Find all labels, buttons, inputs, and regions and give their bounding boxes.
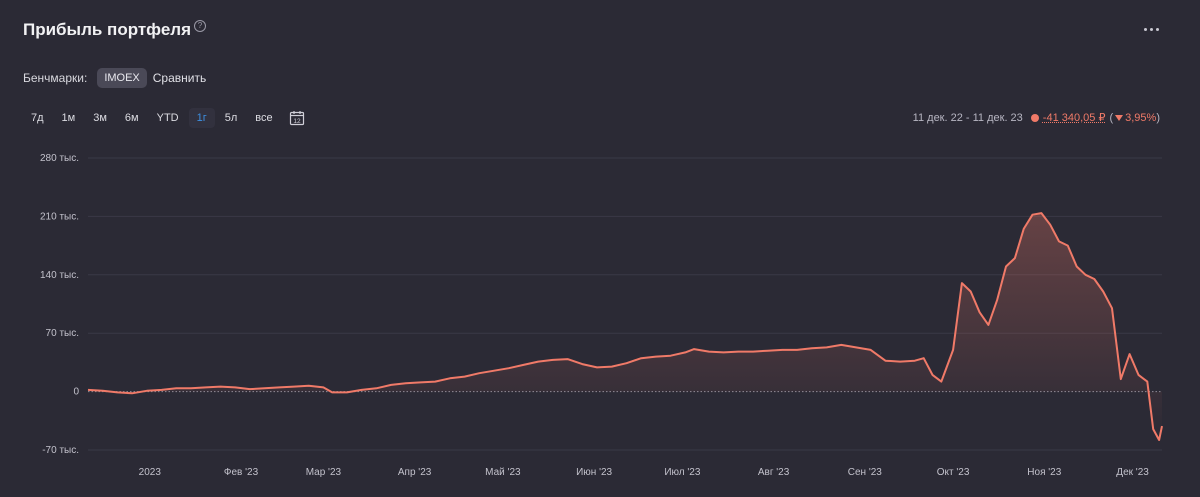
- y-tick-label: 280 тыс.: [40, 153, 79, 164]
- page-title: Прибыль портфеля ?: [23, 20, 207, 40]
- page-title-text: Прибыль портфеля: [23, 20, 192, 39]
- x-tick-label: Апр '23: [398, 467, 432, 478]
- period-1m[interactable]: 1м: [61, 112, 76, 124]
- more-dot: [1143, 27, 1147, 31]
- y-tick-label: 210 тыс.: [40, 211, 79, 222]
- x-tick-label: 2023: [139, 467, 162, 478]
- period-selector: 7д 1м 3м 6м YTD 1г 5л все 12: [23, 107, 305, 129]
- summary-percent: (3,95%): [1109, 111, 1160, 124]
- calendar-icon-text: 12: [293, 118, 301, 125]
- period-3m[interactable]: 3м: [93, 112, 107, 124]
- summary-value: -41 340,05 ₽: [1042, 112, 1106, 124]
- down-triangle-icon: [1115, 114, 1124, 121]
- period-7d[interactable]: 7д: [31, 112, 44, 124]
- x-tick-label: Июл '23: [664, 467, 701, 478]
- period-summary: 11 дек. 22 - 11 дек. 23 -41 340,05 ₽ (3,…: [912, 111, 1160, 125]
- more-dot: [1149, 27, 1153, 31]
- summary-range: 11 дек. 22 - 11 дек. 23: [912, 111, 1023, 124]
- series-line: [87, 212, 1163, 441]
- summary-percent-value: 3,95%: [1125, 111, 1157, 124]
- benchmark-chip-imoex[interactable]: IMOEX: [97, 68, 147, 88]
- period-all[interactable]: все: [255, 112, 273, 124]
- benchmarks-row: Бенчмарки: IMOEX Сравнить: [23, 67, 206, 89]
- y-tick-label: 140 тыс.: [40, 270, 79, 281]
- more-dot: [1155, 27, 1159, 31]
- period-ytd[interactable]: YTD: [156, 112, 179, 124]
- y-tick-label: 0: [73, 387, 79, 398]
- x-tick-label: Фев '23: [224, 467, 259, 478]
- x-tick-label: Дек '23: [1116, 467, 1149, 478]
- x-tick-label: Июн '23: [576, 467, 612, 478]
- y-tick-label: -70 тыс.: [42, 445, 79, 456]
- x-tick-label: Авг '23: [758, 467, 790, 478]
- x-tick-label: Май '23: [485, 467, 521, 478]
- calendar-icon[interactable]: 12: [289, 110, 305, 126]
- compare-button[interactable]: Сравнить: [152, 71, 207, 85]
- x-tick-label: Сен '23: [848, 467, 883, 478]
- more-options-icon[interactable]: [1142, 22, 1160, 36]
- x-tick-label: Мар '23: [306, 467, 342, 478]
- x-tick-label: Окт '23: [937, 467, 970, 478]
- benchmarks-label: Бенчмарки:: [23, 71, 88, 85]
- series-area: [88, 213, 1162, 440]
- period-6m[interactable]: 6м: [124, 112, 139, 124]
- help-icon[interactable]: ?: [194, 20, 207, 32]
- period-1y[interactable]: 1г: [188, 108, 215, 128]
- y-tick-label: 70 тыс.: [46, 328, 79, 339]
- x-tick-label: Ноя '23: [1027, 467, 1061, 478]
- series-dot: [1030, 113, 1039, 122]
- period-5y[interactable]: 5л: [224, 112, 238, 124]
